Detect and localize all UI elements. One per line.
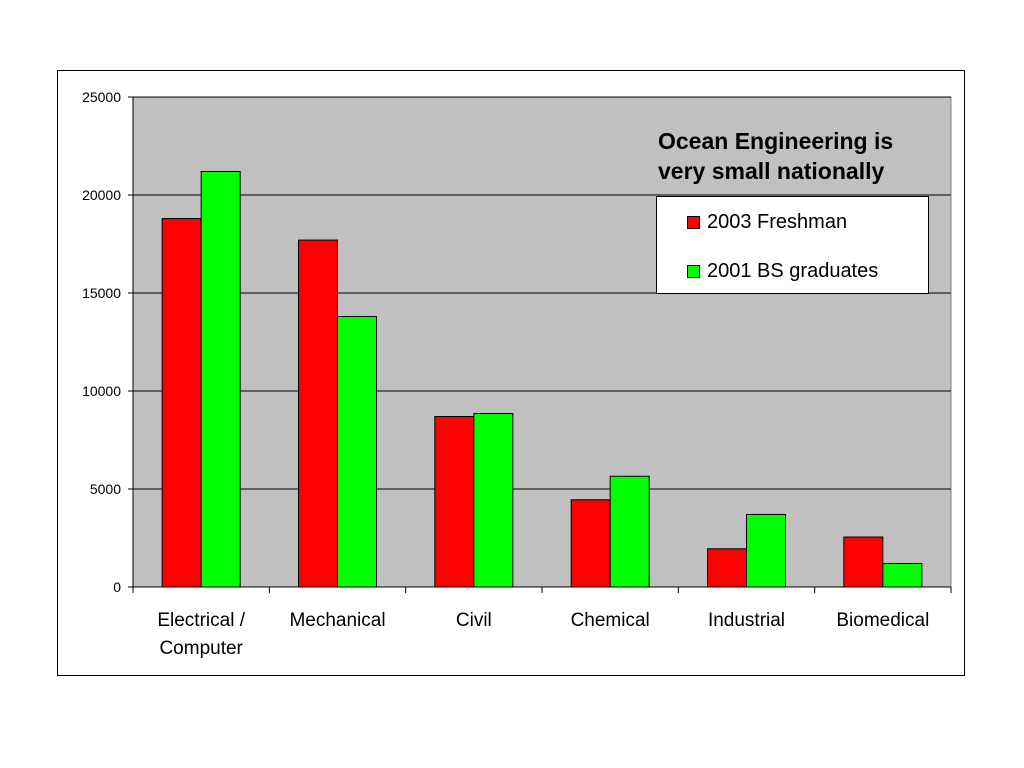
legend-label: 2003 Freshman [707, 210, 848, 233]
y-tick-label: 10000 [82, 383, 121, 399]
x-tick-label-line: Electrical / [157, 610, 245, 631]
x-tick-label: Electrical / Computer [157, 610, 245, 659]
x-tick-label-line: Industrial [708, 610, 785, 631]
x-tick-label-line: Biomedical [836, 610, 929, 631]
y-tick-label: 25000 [82, 89, 121, 105]
legend-item-2001-bs-graduates: 2001 BS graduates [687, 259, 878, 283]
y-tick-label: 15000 [82, 285, 121, 301]
legend-swatch-green [687, 264, 700, 278]
x-tick-label-line: Civil [456, 610, 492, 631]
bar [882, 562, 923, 588]
x-tick-label: Biomedical [836, 610, 929, 631]
annotation-line-2: very small nationally [658, 158, 885, 184]
chart-annotation: Ocean Engineering is very small national… [658, 126, 948, 186]
bar [298, 239, 338, 588]
bar [707, 548, 747, 588]
x-tick-label: Industrial [708, 610, 785, 631]
x-tick-label-line: Chemical [571, 610, 650, 631]
plot-background [132, 96, 952, 588]
legend-swatch-red [687, 215, 700, 229]
legend-label: 2001 BS graduates [707, 259, 879, 282]
bar [200, 170, 241, 588]
legend: 2003 Freshman 2001 BS graduates [656, 196, 929, 294]
bar [570, 499, 611, 588]
y-tick-label: 0 [113, 579, 121, 595]
annotation-line-1: Ocean Engineering is [658, 128, 894, 154]
bar [473, 413, 514, 588]
x-tick-label-line: Mechanical [289, 610, 385, 631]
x-tick-label: Chemical [571, 610, 650, 631]
bar [746, 513, 786, 588]
bar [609, 475, 650, 588]
y-tick-label: 5000 [90, 481, 121, 497]
y-tick-label: 20000 [82, 187, 121, 203]
legend-item-2003-freshman: 2003 Freshman [687, 210, 847, 234]
bar [161, 218, 202, 588]
x-tick-label: Mechanical [289, 610, 385, 631]
bar [434, 415, 475, 588]
bar [337, 316, 377, 588]
plot-area: 0 5000 10000 15000 20000 25000 Electrical / Com… [82, 89, 952, 659]
bar [843, 536, 884, 588]
x-tick-label: Civil [456, 610, 492, 631]
x-tick-label-line: Computer [159, 638, 243, 659]
